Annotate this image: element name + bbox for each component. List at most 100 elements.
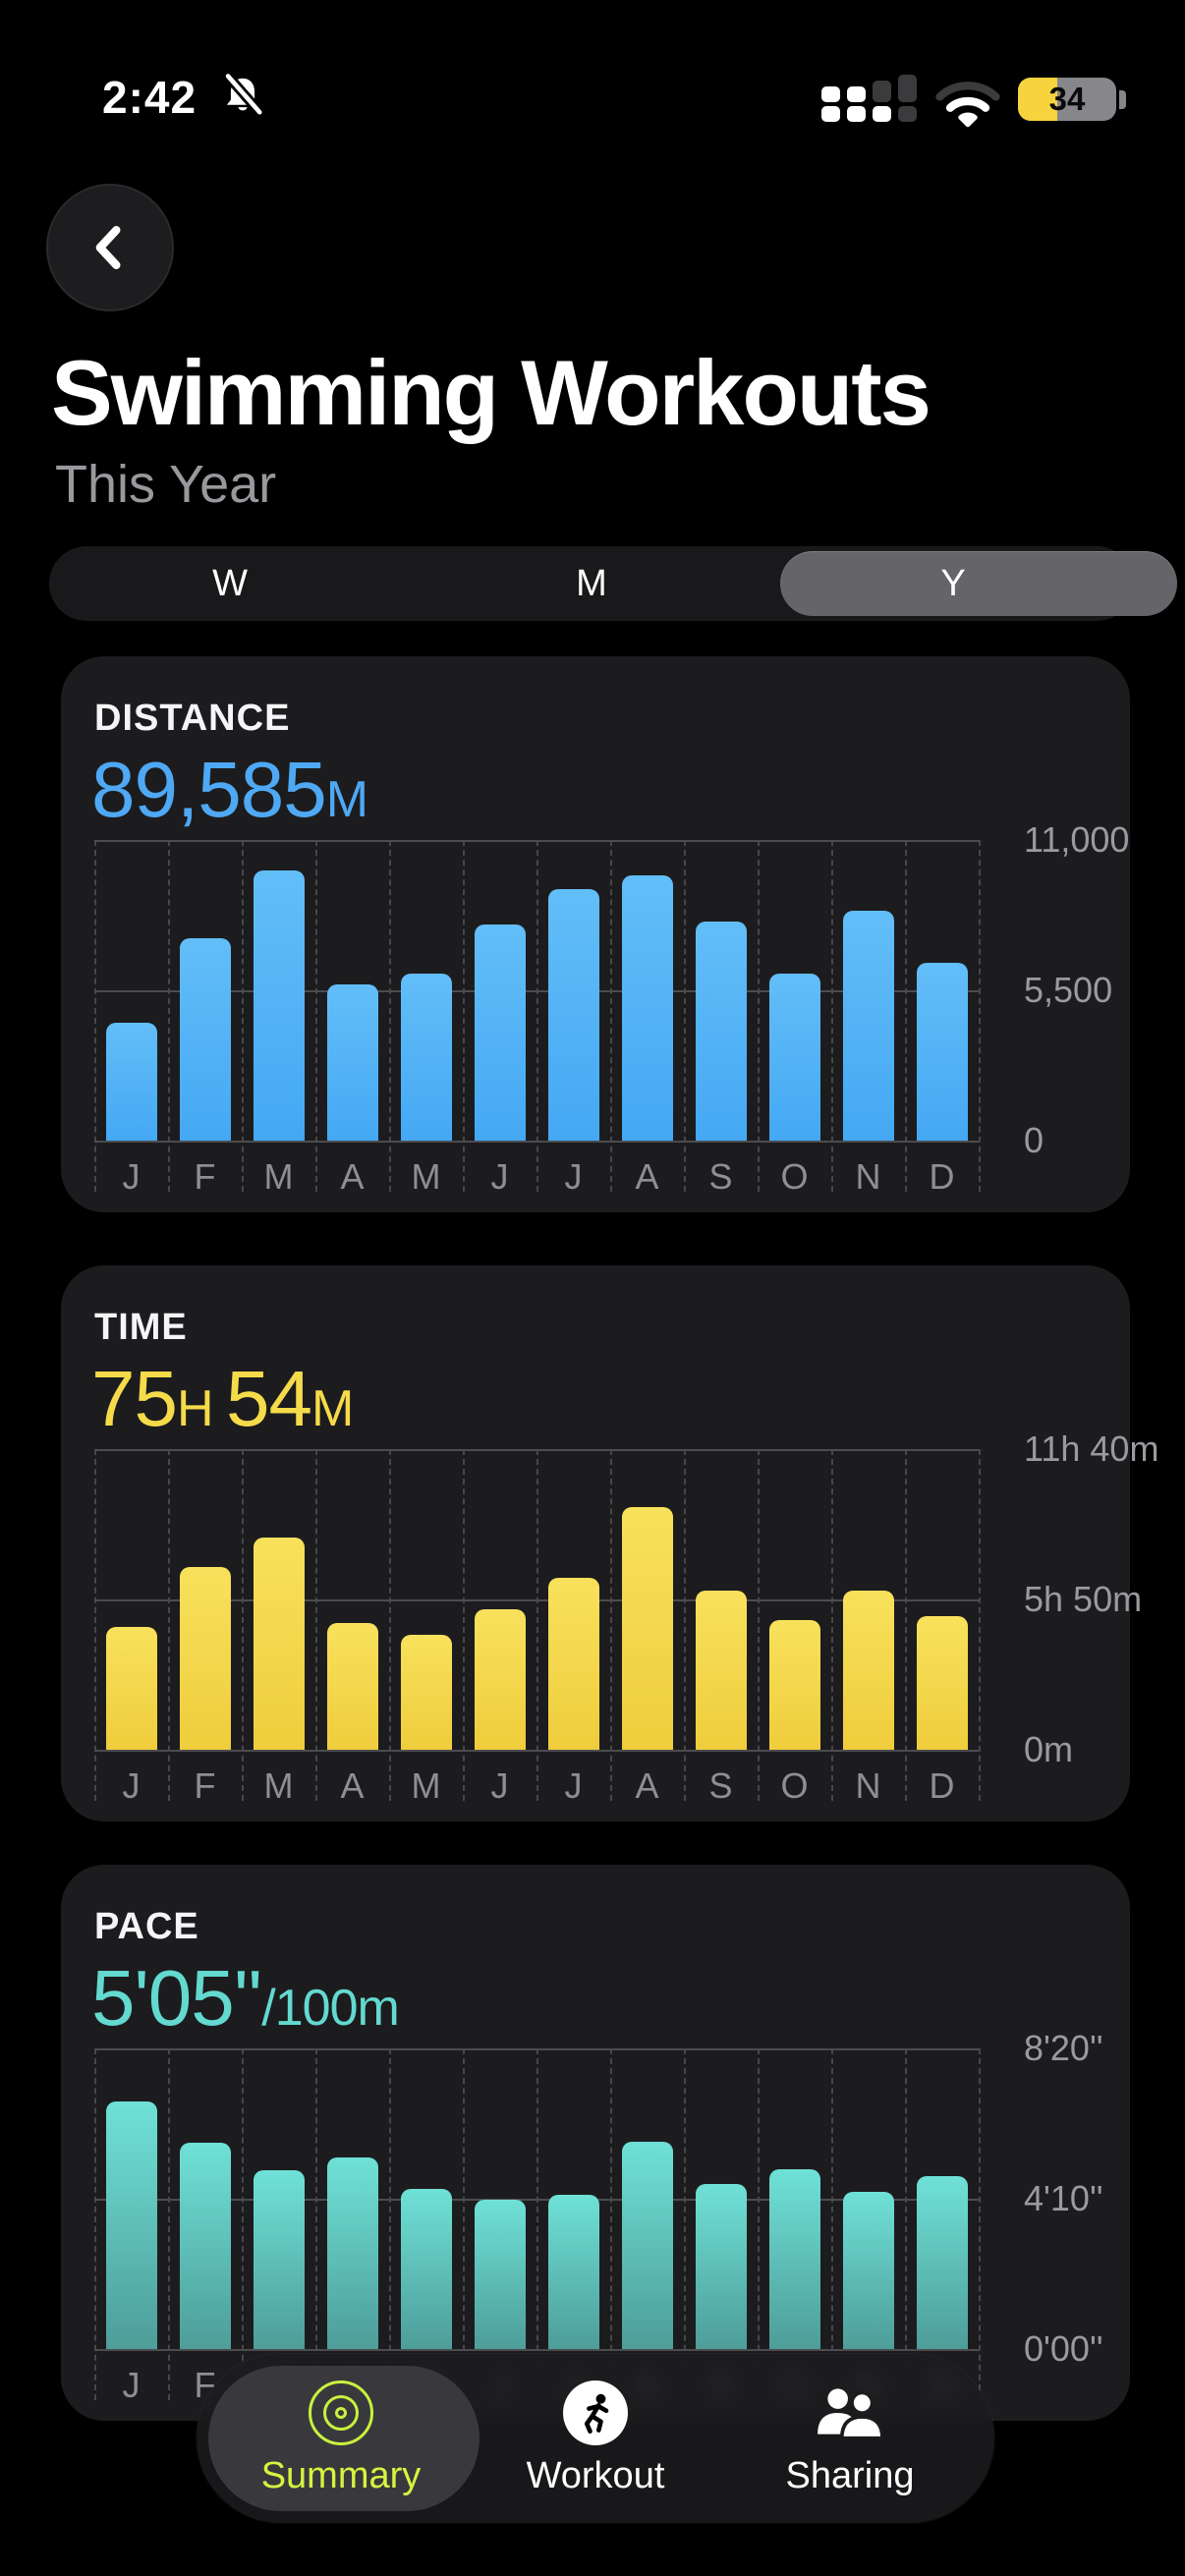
chart-bar-J-6 xyxy=(474,1609,526,1750)
time-chart: J F M A M J J A S O N D 0m 5h 50m 11h 40m xyxy=(94,1428,1158,1822)
x-axis-label: S xyxy=(708,1765,733,1806)
tab-sharing-label: Sharing xyxy=(785,2454,915,2496)
vertical-gridline xyxy=(979,1449,981,1801)
tab-summary[interactable]: Summary xyxy=(208,2354,474,2523)
metric-value-segment: M xyxy=(325,771,368,828)
distance-card-label: DISTANCE xyxy=(94,698,291,739)
chart-plot-area xyxy=(94,840,981,1192)
chart-bar-J-1 xyxy=(105,1627,157,1750)
vertical-gridline xyxy=(831,2048,833,2400)
chart-plot-area xyxy=(94,1449,981,1801)
activity-rings-icon xyxy=(309,2380,373,2445)
horizontal-gridline xyxy=(94,1750,979,1752)
x-axis-label: A xyxy=(635,1765,659,1806)
vertical-gridline xyxy=(684,1449,686,1801)
segment-year[interactable]: Y xyxy=(940,562,966,604)
x-axis-label: J xyxy=(122,1765,141,1806)
x-axis-label: J xyxy=(122,2365,141,2405)
tab-summary-label: Summary xyxy=(260,2454,422,2496)
back-button[interactable] xyxy=(46,184,174,311)
x-axis-label: M xyxy=(263,1156,294,1197)
y-axis-label: 0m xyxy=(1024,1729,1074,1769)
vertical-gridline xyxy=(758,840,760,1192)
vertical-gridline xyxy=(536,840,538,1192)
y-axis-label: 8'20'' xyxy=(1024,2028,1103,2068)
cellular-signal-icon xyxy=(821,75,920,122)
x-axis-label: M xyxy=(411,1765,441,1806)
metric-value-segment: /100m xyxy=(261,1980,400,2037)
y-axis-label: 0 xyxy=(1024,1120,1044,1160)
vertical-gridline xyxy=(463,840,465,1192)
x-axis-label: O xyxy=(780,1156,809,1197)
time-card-value: 75H 54M xyxy=(91,1354,354,1444)
vertical-gridline xyxy=(389,840,391,1192)
chart-bar-N-11 xyxy=(842,2192,894,2349)
chart-bar-A-4 xyxy=(326,984,378,1141)
chart-bar-F-2 xyxy=(179,938,231,1141)
chart-bar-S-9 xyxy=(695,1591,747,1750)
chart-bar-O-10 xyxy=(768,974,820,1141)
vertical-gridline xyxy=(463,1449,465,1801)
tab-bar: Summary Workout xyxy=(197,2354,994,2523)
x-axis-label: F xyxy=(194,1156,216,1197)
x-axis-label: A xyxy=(340,1156,365,1197)
chart-bar-J-6 xyxy=(474,2200,526,2349)
vertical-gridline xyxy=(684,840,686,1192)
tab-sharing[interactable]: Sharing xyxy=(717,2354,983,2523)
chart-bar-M-3 xyxy=(253,2170,305,2349)
y-axis-label: 4'10'' xyxy=(1024,2178,1103,2218)
metric-value-segment: 75 xyxy=(91,1355,178,1442)
chart-bar-A-4 xyxy=(326,1623,378,1750)
chart-bar-M-3 xyxy=(253,1538,305,1750)
chart-bar-J-1 xyxy=(105,2101,157,2349)
people-icon xyxy=(814,2380,886,2445)
x-axis-label: N xyxy=(855,1765,881,1806)
vertical-gridline xyxy=(536,1449,538,1801)
chart-bar-F-2 xyxy=(179,1567,231,1750)
vertical-gridline xyxy=(905,1449,907,1801)
metric-value-segment: H xyxy=(176,1380,226,1437)
vertical-gridline xyxy=(242,840,244,1192)
horizontal-gridline xyxy=(94,1449,979,1451)
tab-workout[interactable]: Workout xyxy=(463,2354,728,2523)
y-axis-label: 5h 50m xyxy=(1024,1579,1143,1619)
horizontal-gridline xyxy=(94,1141,979,1143)
metric-value-segment: 5'05'' xyxy=(91,1954,262,2042)
distance-card-value: 89,585M xyxy=(91,745,368,835)
vertical-gridline xyxy=(536,2048,538,2400)
x-axis-label: M xyxy=(411,1156,441,1197)
time-card-label: TIME xyxy=(94,1307,188,1348)
battery-icon: 34 xyxy=(1018,75,1132,126)
page-subtitle: This Year xyxy=(55,455,277,514)
chart-bar-N-11 xyxy=(842,1591,894,1750)
x-axis-label: F xyxy=(194,1765,216,1806)
vertical-gridline xyxy=(979,840,981,1192)
chart-bar-J-1 xyxy=(105,1023,157,1141)
x-axis-label: N xyxy=(855,1156,881,1197)
x-axis-label: A xyxy=(340,1765,365,1806)
chart-bar-A-8 xyxy=(621,875,673,1141)
pace-card-value: 5'05''/100m xyxy=(91,1953,400,2044)
segment-month[interactable]: M xyxy=(576,562,607,604)
tab-workout-label: Workout xyxy=(526,2454,665,2496)
x-axis-label: O xyxy=(780,1765,809,1806)
y-axis-label: 11h 40m xyxy=(1024,1428,1159,1469)
chart-bar-J-6 xyxy=(474,924,526,1141)
chart-bar-O-10 xyxy=(768,2169,820,2349)
page-title: Swimming Workouts xyxy=(51,341,931,444)
y-axis-label: 11,000 xyxy=(1024,819,1130,860)
vertical-gridline xyxy=(758,2048,760,2400)
segment-week[interactable]: W xyxy=(212,562,248,604)
vertical-gridline xyxy=(905,840,907,1192)
chart-bar-A-8 xyxy=(621,1507,673,1750)
chart-bar-A-4 xyxy=(326,2157,378,2349)
horizontal-gridline xyxy=(94,990,979,992)
vertical-gridline xyxy=(242,2048,244,2400)
vertical-gridline xyxy=(242,1449,244,1801)
chart-bar-J-7 xyxy=(547,889,599,1141)
vertical-gridline xyxy=(94,2048,96,2400)
metric-value-segment: 54 xyxy=(225,1355,312,1442)
x-axis-label: J xyxy=(122,1156,141,1197)
x-axis-label: J xyxy=(490,1156,509,1197)
